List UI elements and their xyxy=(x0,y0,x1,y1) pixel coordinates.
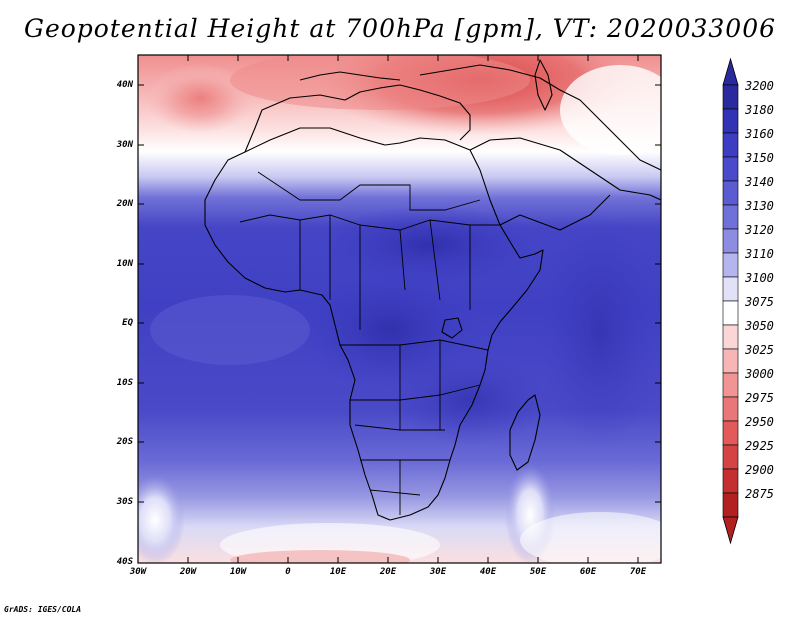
arabia-outline xyxy=(469,137,661,231)
height-field xyxy=(138,55,661,563)
lat-label: 30N xyxy=(116,140,133,150)
lat-label: 40N xyxy=(116,80,133,90)
colorbar-swatch xyxy=(722,204,739,230)
colorbar-swatch xyxy=(722,324,739,350)
lon-label: 30W xyxy=(129,567,147,577)
lon-label: 20E xyxy=(379,567,397,577)
lon-label: 20W xyxy=(179,567,197,577)
colorbar-label: 3150 xyxy=(745,151,774,165)
colorbar-label: 2925 xyxy=(745,439,774,453)
colorbar-label: 2950 xyxy=(745,415,774,429)
lon-label: 10W xyxy=(229,567,247,577)
lat-ticks xyxy=(138,84,661,503)
colorbar-swatch xyxy=(722,84,739,110)
colorbar-label: 3130 xyxy=(745,199,774,213)
colorbar-swatch xyxy=(722,372,739,398)
map-title: Geopotential Height at 700hPa [gpm], VT:… xyxy=(23,14,777,43)
colorbar-label: 3025 xyxy=(745,343,774,357)
colorbar-min-arrow xyxy=(722,516,739,545)
madagascar-outline xyxy=(509,394,541,471)
colorbar-swatch xyxy=(722,348,739,374)
lon-label: 10E xyxy=(329,567,347,577)
colorbar-swatch xyxy=(722,276,739,302)
lat-label: 10N xyxy=(116,259,133,269)
lat-label: 20S xyxy=(116,437,133,447)
colorbar-label: 3140 xyxy=(745,175,774,189)
colorbar-swatch xyxy=(722,228,739,254)
colorbar-label: 3000 xyxy=(745,367,774,381)
colorbar xyxy=(722,57,739,545)
colorbar-max-arrow xyxy=(722,57,739,86)
lon-label: 30E xyxy=(429,567,447,577)
lon-label: 50E xyxy=(529,567,547,577)
colorbar-label: 2875 xyxy=(745,487,774,501)
borders xyxy=(239,171,500,515)
colorbar-label: 3110 xyxy=(745,247,774,261)
colorbar-label: 2900 xyxy=(745,463,774,477)
lon-label: 70E xyxy=(629,567,647,577)
colorbar-swatch xyxy=(722,492,739,518)
lake-victoria xyxy=(441,317,463,339)
colorbar-label: 3200 xyxy=(745,79,774,93)
lat-label: 10S xyxy=(116,378,133,388)
lat-label: 30S xyxy=(116,497,133,507)
lon-label: 0 xyxy=(285,567,291,577)
lon-ticks xyxy=(187,55,639,563)
lat-label: 40S xyxy=(116,557,133,567)
colorbar-swatch xyxy=(722,468,739,494)
colorbar-label: 3075 xyxy=(745,295,774,309)
grads-credit: GrADS: IGES/COLA xyxy=(4,605,82,614)
colorbar-swatch xyxy=(722,132,739,158)
colorbar-swatch xyxy=(722,252,739,278)
lon-label: 60E xyxy=(579,567,597,577)
colorbar-label: 3160 xyxy=(745,127,774,141)
caspian-outline xyxy=(534,59,553,111)
colorbar-label: 2975 xyxy=(745,391,774,405)
colorbar-swatch xyxy=(722,180,739,206)
colorbar-label: 3120 xyxy=(745,223,774,237)
colorbar-swatch xyxy=(722,108,739,134)
colorbar-swatch xyxy=(722,444,739,470)
colorbar-label: 3100 xyxy=(745,271,774,285)
colorbar-label: 3050 xyxy=(745,319,774,333)
mediterranean-outline xyxy=(244,64,661,171)
colorbar-swatch xyxy=(722,420,739,446)
colorbar-label: 3180 xyxy=(745,103,774,117)
map-frame xyxy=(137,54,662,564)
colorbar-swatch xyxy=(722,300,739,326)
lon-label: 40E xyxy=(479,567,497,577)
colorbar-swatch xyxy=(722,396,739,422)
lat-label: EQ xyxy=(122,318,133,328)
lat-label: 20N xyxy=(116,199,133,209)
colorbar-swatch xyxy=(722,156,739,182)
